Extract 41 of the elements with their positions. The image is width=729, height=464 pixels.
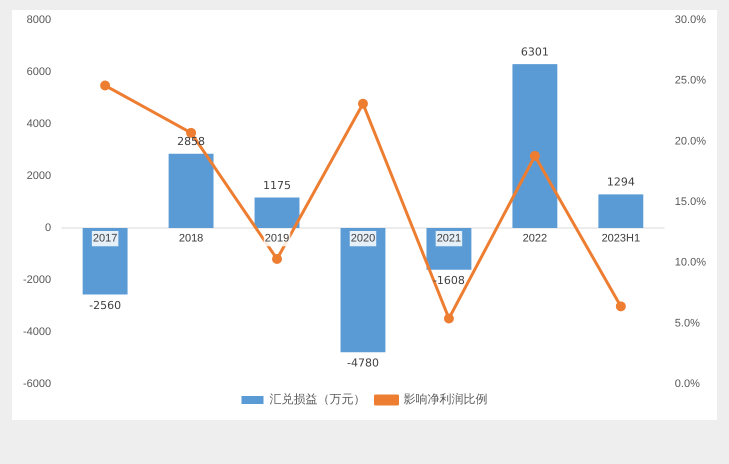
point: [100, 80, 110, 91]
bar: [254, 197, 300, 228]
y-tick-label: -6000: [22, 378, 52, 390]
x-tick-label: 2021: [436, 232, 462, 245]
data-label: 6301: [520, 46, 549, 59]
bar: [512, 64, 558, 228]
x-tick-label: 2018: [178, 232, 204, 245]
y2-tick-label: 20.0%: [674, 135, 706, 148]
bar: [82, 228, 128, 295]
x-tick-label: 2023H1: [602, 232, 640, 245]
point: [358, 98, 368, 109]
point: [530, 150, 540, 161]
data-label: -2560: [89, 298, 122, 312]
y2-tick-label: 25.0%: [674, 74, 706, 87]
y2-tick-label: 30.0%: [674, 14, 706, 26]
y-tick-label: 6000: [26, 66, 52, 78]
legend-label: 影响净利润比例: [404, 392, 488, 406]
data-label: 1294: [606, 176, 635, 189]
legend-label: 汇兑损益（万元）: [270, 392, 366, 406]
y2-tick-label: 0.0%: [674, 378, 700, 390]
bar: [598, 194, 644, 228]
data-label: -4780: [346, 356, 379, 370]
point: [272, 254, 282, 264]
point: [616, 301, 626, 312]
bar: [168, 154, 214, 228]
y2-tick-label: 10.0%: [674, 256, 706, 269]
y-tick-label: 2000: [26, 170, 52, 182]
x-tick-label: 2017: [92, 232, 118, 245]
y-tick-label: 4000: [26, 118, 52, 130]
y-tick-label: -4000: [22, 326, 52, 338]
x-tick-label: 2019: [264, 232, 290, 245]
y-tick-label: 8000: [26, 14, 52, 26]
bar: [340, 228, 386, 352]
y-tick-label: 0: [45, 222, 52, 234]
y-tick-label: -2000: [22, 274, 52, 286]
y2-tick-label: 5.0%: [674, 317, 700, 330]
point: [444, 313, 454, 324]
x-tick-label: 2022: [522, 232, 548, 245]
data-label: 1175: [263, 178, 292, 192]
x-tick-label: 2020: [350, 232, 376, 245]
y2-tick-label: 15.0%: [674, 196, 706, 208]
